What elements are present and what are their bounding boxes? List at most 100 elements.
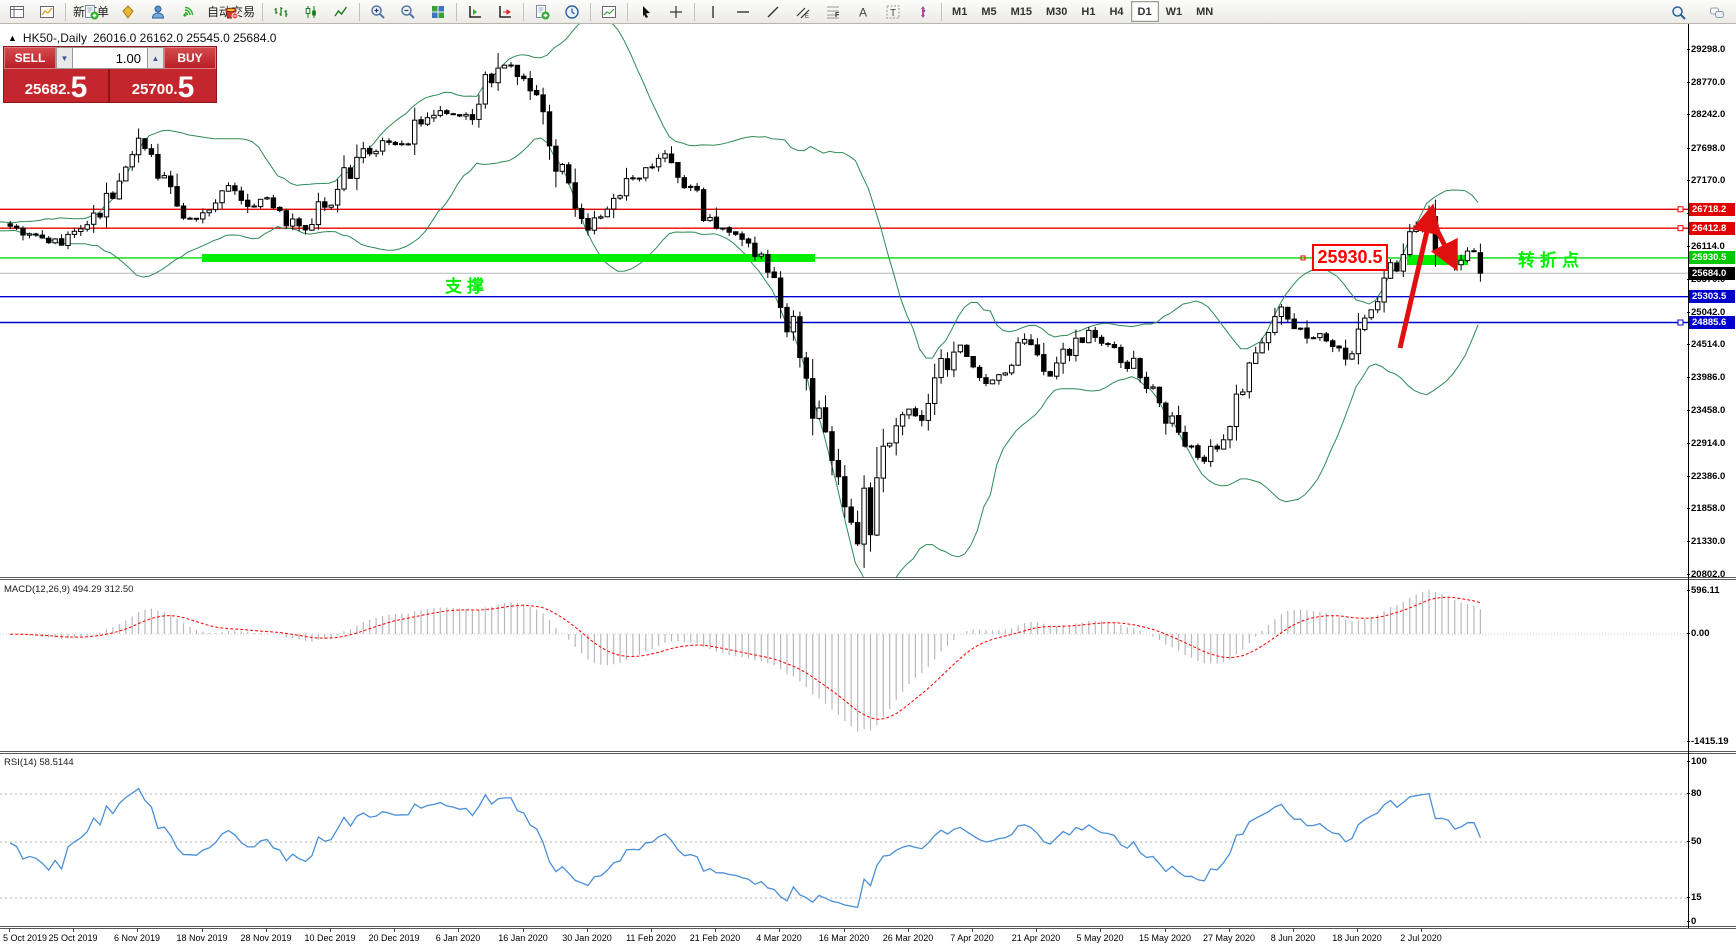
ask-price[interactable]: 25700. 5 [131, 70, 195, 104]
timeframe-mn-button[interactable]: MN [1196, 5, 1214, 18]
price-axis-tick: 22914.0 [1686, 438, 1726, 449]
autotrading-button[interactable]: 自动交易 [203, 1, 259, 23]
timeframe-d1-button[interactable]: D1 [1130, 1, 1159, 22]
signals-icon[interactable] [173, 1, 203, 23]
svg-text:E: E [805, 14, 809, 20]
macd-indicator-label: MACD(12,26,9) 494.29 312.50 [4, 584, 134, 595]
timeframe-m1-button[interactable]: M1 [952, 5, 968, 18]
sell-button[interactable]: SELL [4, 47, 56, 69]
search-icon[interactable] [1664, 2, 1694, 24]
date-axis-label: 21 Apr 2020 [1011, 933, 1061, 943]
svg-text:A: A [859, 5, 867, 19]
toolbar-separator [694, 2, 696, 21]
zoom-out-icon[interactable] [393, 1, 423, 23]
new-chart-icon[interactable]: ▾ [527, 1, 557, 23]
timeframe-h4-button[interactable]: H4 [1109, 5, 1124, 18]
bid-price[interactable]: 25682. 5 [4, 69, 110, 102]
date-axis-label: 4 Mar 2020 [756, 933, 802, 943]
toolbar-separator [359, 2, 361, 21]
support-annotation[interactable]: 支撑 [445, 277, 489, 296]
one-click-trading-widget: SELL ▼ 1.00 ▲ BUY 25682. 5 25700. 5 [3, 46, 217, 103]
timeframe-m15-button[interactable]: M15 [1010, 5, 1032, 18]
timeframe-m5-button[interactable]: M5 [981, 5, 997, 18]
line-chart-icon[interactable] [326, 1, 356, 23]
level-price-label[interactable]: 25930.5 [1312, 244, 1388, 271]
macd-pane[interactable] [0, 580, 1688, 752]
horizontal-line-icon[interactable] [728, 1, 758, 23]
chart-list-icon[interactable] [2, 1, 32, 23]
macd-signal-line [10, 596, 1481, 720]
rsi-indicator-label: RSI(14) 58.5144 [4, 757, 74, 768]
rsi-axis-tick: 50 [1687, 836, 1702, 847]
rsi-pane[interactable] [0, 754, 1688, 927]
date-axis-label: 6 Nov 2019 [113, 933, 161, 943]
price-axis-tick: 24514.0 [1686, 339, 1726, 350]
date-axis-label: 15 May 2020 [1138, 933, 1192, 943]
timeframe-h1-button[interactable]: H1 [1081, 5, 1096, 18]
chart-shift-icon[interactable] [460, 1, 490, 23]
volume-decrease-button[interactable]: ▼ [56, 47, 73, 69]
price-axis-tick: 28770.0 [1686, 77, 1726, 88]
crosshair-icon[interactable] [661, 1, 691, 23]
pane-separator-macd[interactable] [0, 577, 1736, 580]
date-axis-label: 2 Jul 2020 [1400, 933, 1442, 943]
toolbar-separator [941, 2, 943, 21]
chat-icon[interactable] [1702, 2, 1732, 24]
arrow-down-annotation[interactable] [1430, 220, 1458, 272]
text-icon[interactable]: A [848, 1, 878, 23]
chart-template-icon[interactable]: ▾ [594, 1, 624, 23]
zoom-in-icon[interactable] [363, 1, 393, 23]
date-axis-label: 21 Feb 2020 [689, 933, 741, 943]
date-axis-label: 5 Oct 2019 [3, 933, 48, 943]
candles [7, 53, 1484, 568]
pane-separator-xaxis [0, 926, 1736, 929]
pane-separator-rsi[interactable] [0, 751, 1736, 754]
volume-input[interactable]: 1.00 [73, 47, 147, 69]
toolbar-separator [590, 2, 592, 21]
support-zone-bar[interactable] [202, 254, 815, 262]
collapse-triangle-icon[interactable]: ▲ [8, 33, 17, 43]
date-axis-label: 5 May 2020 [1076, 933, 1124, 943]
price-axis-tick: 26114.0 [1687, 241, 1725, 252]
equidistant-channel-icon[interactable]: E [788, 1, 818, 23]
date-axis-label: 26 Mar 2020 [882, 933, 934, 943]
price-axis-tick: 21330.0 [1686, 536, 1726, 547]
arrows-icon[interactable]: ▾ [908, 1, 938, 23]
timeframe-m30-button[interactable]: M30 [1046, 5, 1068, 18]
rsi-axis-tick: 100 [1687, 756, 1707, 767]
tile-windows-icon[interactable] [423, 1, 453, 23]
price-tag-24885.6: 24885.6 [1689, 316, 1735, 329]
toolbar-separator [65, 2, 66, 21]
chart-window-icon[interactable] [32, 1, 62, 23]
macd-histogram [16, 589, 1482, 732]
rsi-axis-tick: 80 [1687, 788, 1702, 799]
bollinger-lower-band [0, 137, 1479, 580]
volume-increase-button[interactable]: ▲ [147, 47, 164, 69]
clock-icon[interactable] [557, 1, 587, 23]
date-axis-label: 10 Dec 2019 [304, 933, 356, 943]
new-order-button[interactable]: 新订单 [69, 1, 113, 23]
macd-axis-tick: -1415.19 [1687, 736, 1729, 747]
rsi-axis-tick: 0 [1686, 916, 1697, 927]
symbol-period-label: HK50-,Daily [22, 31, 87, 45]
svg-text:T: T [890, 8, 896, 19]
bar-chart-icon[interactable] [266, 1, 296, 23]
vertical-line-icon[interactable] [698, 1, 728, 23]
fibonacci-icon[interactable]: F [818, 1, 848, 23]
buy-button[interactable]: BUY [164, 47, 216, 69]
timeframe-w1-button[interactable]: W1 [1165, 5, 1183, 18]
account-icon[interactable] [143, 1, 173, 23]
arrow-up-annotation[interactable] [1397, 203, 1442, 349]
auto-scroll-icon[interactable] [490, 1, 520, 23]
date-axis-label: 28 Nov 2019 [240, 933, 292, 943]
text-label-icon[interactable]: T [878, 1, 908, 23]
candlestick-chart-icon[interactable] [296, 1, 326, 23]
cursor-icon[interactable] [631, 1, 661, 23]
toolbar-separator [627, 2, 629, 21]
trendline-icon[interactable] [758, 1, 788, 23]
date-axis-label: 30 Jan 2020 [562, 933, 612, 943]
turning-point-annotation[interactable]: 转折点 [1518, 251, 1584, 270]
market-watch-icon[interactable] [113, 1, 143, 23]
date-axis-label: 20 Dec 2019 [368, 933, 420, 943]
main-price-chart[interactable] [0, 24, 1688, 580]
